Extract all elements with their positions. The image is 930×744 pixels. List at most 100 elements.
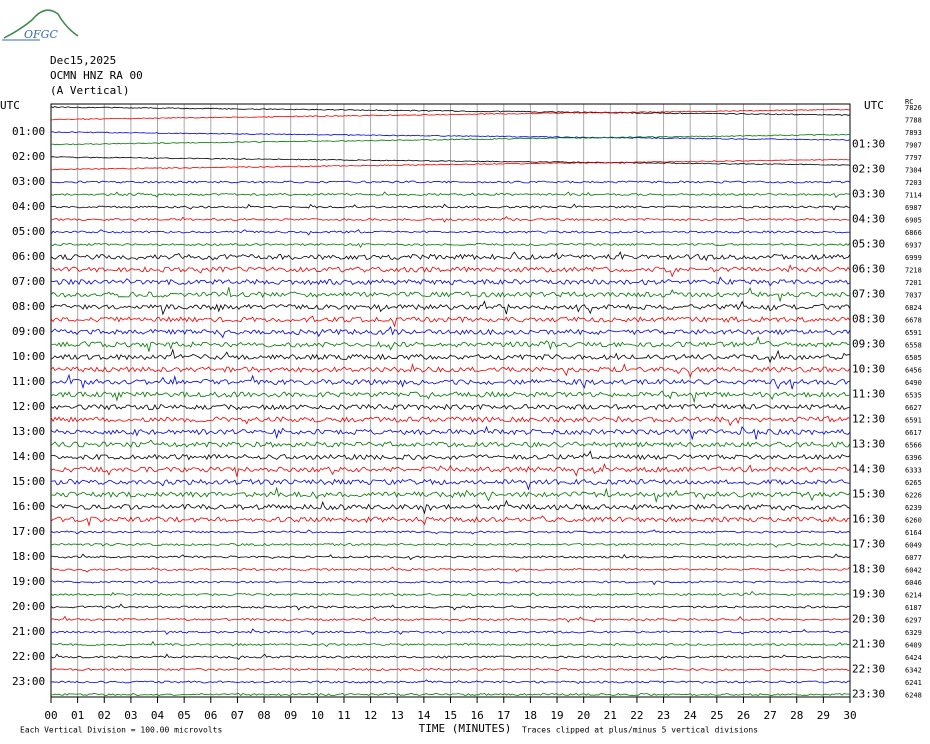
right-value: 7907: [905, 142, 922, 150]
x-tick-label: 18: [524, 709, 537, 722]
logo-text: OFGC: [24, 28, 58, 41]
trace: [50, 156, 851, 166]
left-hour-label: 04:00: [12, 200, 45, 213]
trace: [50, 641, 851, 647]
trace: [50, 373, 851, 390]
trace: [50, 486, 851, 504]
x-tick-label: 27: [763, 709, 776, 722]
x-tick-label: 26: [737, 709, 750, 722]
x-tick-label: 23: [657, 709, 670, 722]
right-value: 6226: [905, 492, 922, 500]
x-tick-label: 25: [710, 709, 723, 722]
right-value: 7114: [905, 192, 922, 200]
right-value: 7797: [905, 154, 922, 162]
right-values-title: RC: [905, 98, 913, 106]
left-hour-label: 16:00: [12, 500, 45, 513]
x-tick-label: 24: [684, 709, 698, 722]
trace: [50, 325, 851, 339]
trace: [50, 603, 851, 611]
right-value: 6490: [905, 379, 922, 387]
right-hour-label: 21:30: [852, 638, 885, 651]
right-value: 6409: [905, 642, 922, 650]
trace: [50, 403, 851, 411]
right-value: 6187: [905, 604, 922, 612]
right-value: 7788: [905, 117, 922, 125]
trace: [50, 628, 851, 636]
right-value: 6265: [905, 479, 922, 487]
trace: [50, 553, 851, 561]
trace: [50, 543, 851, 548]
x-tick-label: 14: [417, 709, 431, 722]
left-hour-label: 12:00: [12, 400, 45, 413]
right-value: 7201: [905, 279, 922, 287]
x-tick-label: 01: [71, 709, 84, 722]
trace: [50, 590, 851, 597]
right-hour-label: 13:30: [852, 438, 885, 451]
left-hour-label: 11:00: [12, 375, 45, 388]
left-hour-label: 01:00: [12, 125, 45, 138]
left-axis-title: UTC: [0, 99, 20, 112]
right-hour-label: 14:30: [852, 463, 885, 476]
left-hour-label: 08:00: [12, 300, 45, 313]
trace: [50, 229, 851, 236]
x-tick-label: 13: [391, 709, 404, 722]
logo-mark: [3, 9, 79, 39]
left-hour-label: 13:00: [12, 425, 45, 438]
right-value: 6049: [905, 542, 922, 550]
left-hour-label: 23:00: [12, 675, 45, 688]
right-hour-label: 11:30: [852, 388, 885, 401]
trace: [50, 679, 850, 685]
left-hour-label: 05:00: [12, 225, 45, 238]
right-value: 7826: [905, 104, 922, 112]
trace: [51, 692, 851, 697]
trace: [51, 450, 851, 461]
x-tick-label: 22: [630, 709, 643, 722]
trace: [51, 580, 851, 586]
station: OCMN HNZ RA 00: [50, 69, 143, 82]
right-hour-label: 08:30: [852, 313, 885, 326]
trace: [50, 108, 850, 121]
right-hour-label: 15:30: [852, 488, 885, 501]
right-value: 6456: [905, 367, 922, 375]
x-tick-label: 15: [444, 709, 457, 722]
trace: [50, 315, 851, 328]
right-value: 6678: [905, 317, 922, 325]
x-tick-label: 21: [604, 709, 617, 722]
x-axis-title: TIME (MINUTES): [419, 722, 512, 735]
x-tick-label: 03: [124, 709, 137, 722]
trace: [51, 131, 851, 141]
right-value: 6824: [905, 304, 922, 312]
x-tick-label: 02: [98, 709, 111, 722]
left-hour-label: 22:00: [12, 650, 45, 663]
trace: [50, 499, 851, 515]
x-tick-label: 06: [204, 709, 217, 722]
right-value: 6558: [905, 342, 922, 350]
right-value: 6424: [905, 654, 922, 662]
trace: [50, 300, 851, 316]
right-value: 6260: [905, 517, 922, 525]
right-hour-label: 19:30: [852, 588, 885, 601]
right-value: 6617: [905, 429, 922, 437]
trace: [50, 215, 851, 223]
right-value: 6987: [905, 204, 922, 212]
x-tick-label: 16: [471, 709, 484, 722]
trace: [50, 276, 851, 287]
right-hour-label: 04:30: [852, 213, 885, 226]
left-hour-label: 21:00: [12, 625, 45, 638]
right-value: 6333: [905, 467, 922, 475]
right-value: 6937: [905, 242, 922, 250]
date: Dec15,2025: [50, 54, 116, 67]
x-tick-label: 10: [311, 709, 324, 722]
right-value: 6342: [905, 667, 922, 675]
trace: [50, 203, 851, 211]
left-hour-label: 07:00: [12, 275, 45, 288]
trace: [50, 668, 851, 672]
x-tick-label: 07: [231, 709, 244, 722]
right-value: 6591: [905, 329, 922, 337]
right-value: 6999: [905, 254, 922, 262]
trace: [50, 133, 850, 146]
trace: [51, 566, 851, 573]
right-value: 7203: [905, 179, 922, 187]
trace: [50, 106, 851, 116]
